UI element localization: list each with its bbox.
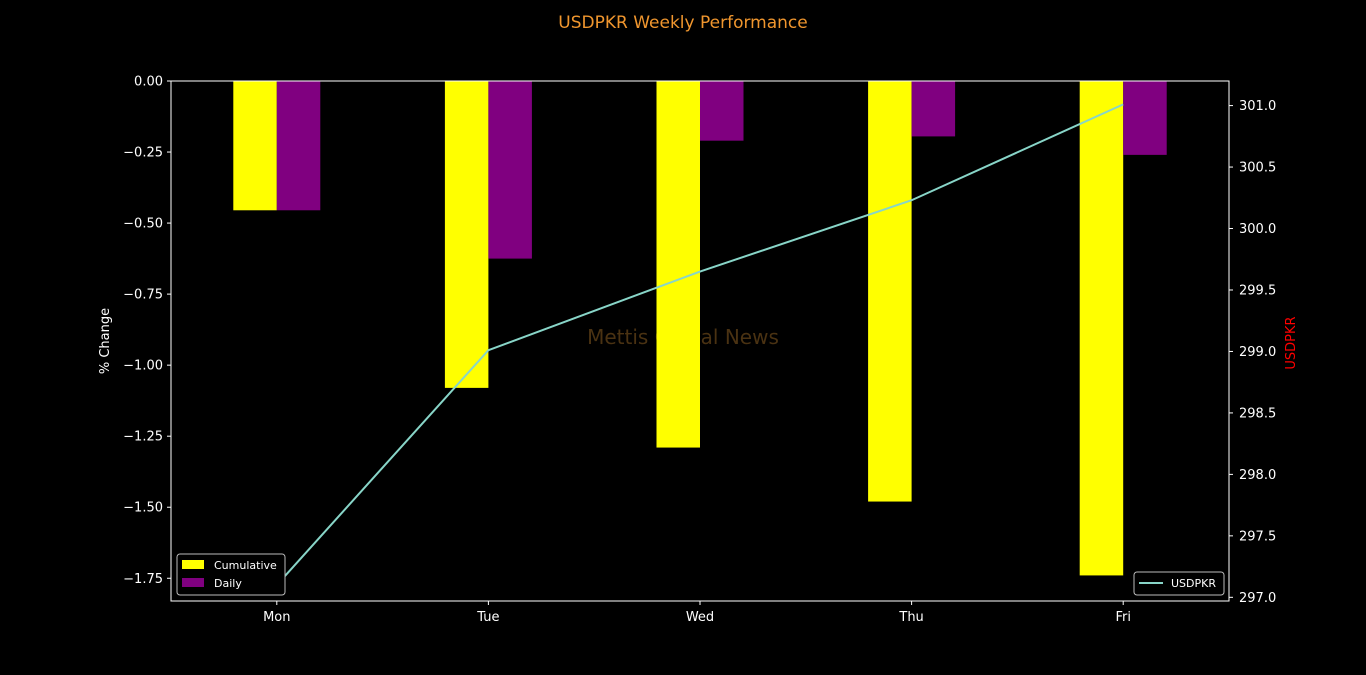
left-tick-label: −0.25 [123,146,163,161]
bar-daily-mon [276,81,321,211]
right-tick-label: 301.0 [1239,99,1276,114]
left-tick-label: −1.00 [123,359,163,374]
legend-label-daily: Daily [214,577,242,590]
right-tick-label: 298.5 [1239,406,1276,421]
bar-cumulative-fri [1079,81,1124,576]
right-tick-label: 300.0 [1239,222,1276,237]
bar-daily-tue [488,81,532,259]
bar-cumulative-wed [656,81,700,448]
left-tick-label: −0.75 [123,288,163,303]
plot-frame [170,80,1230,602]
legend-box [1133,571,1225,596]
left-axis-label: % Change [98,308,113,374]
legend-label-usdpkr: USDPKR [1171,577,1216,590]
right-tick-label: 299.5 [1239,283,1276,298]
left-tick-label: −1.75 [123,572,163,587]
legend-swatch-cumulative [182,560,204,569]
left-tick-label: −0.50 [123,217,163,232]
chart-title: USDPKR Weekly Performance [558,13,807,33]
right-tick-label: 298.0 [1239,468,1276,483]
bar-daily-thu [911,81,956,137]
right-axis-label: USDPKR [1284,316,1299,369]
right-tick-label: 299.0 [1239,345,1276,360]
bar-cumulative-mon [233,81,277,211]
x-tick-label: Thu [898,610,923,625]
right-tick-label: 297.5 [1239,529,1276,544]
x-tick-label: Fri [1115,610,1131,625]
x-tick-label: Wed [686,610,714,625]
left-tick-label: −1.25 [123,430,163,445]
x-tick-label: Mon [263,610,290,625]
right-tick-label: 300.5 [1239,161,1276,176]
legend-label-cumulative: Cumulative [214,559,277,572]
left-axis: 0.00 −0.25 −0.50 −0.75 −1.00 −1.25 −1.50 −1.75 [123,75,171,587]
bar-cumulative-tue [444,81,489,388]
right-tick-label: 297.0 [1239,591,1276,606]
legend-swatch-daily [182,578,204,587]
bar-daily-fri [1123,81,1167,155]
bar-cumulative-thu [868,81,912,502]
bars [233,81,1167,576]
left-tick-label: 0.00 [134,75,163,90]
x-tick-label: Tue [476,610,499,625]
bar-daily-wed [700,81,744,141]
legend-bars: Cumulative Daily [176,553,286,596]
right-axis: 301.0 300.5 300.0 299.5 299.0 298.5 298.0 297.5… [1229,99,1276,606]
left-tick-label: −1.50 [123,501,163,516]
legend-line: USDPKR [1133,571,1225,596]
x-axis: Mon Tue Wed Thu Fri [263,601,1131,625]
